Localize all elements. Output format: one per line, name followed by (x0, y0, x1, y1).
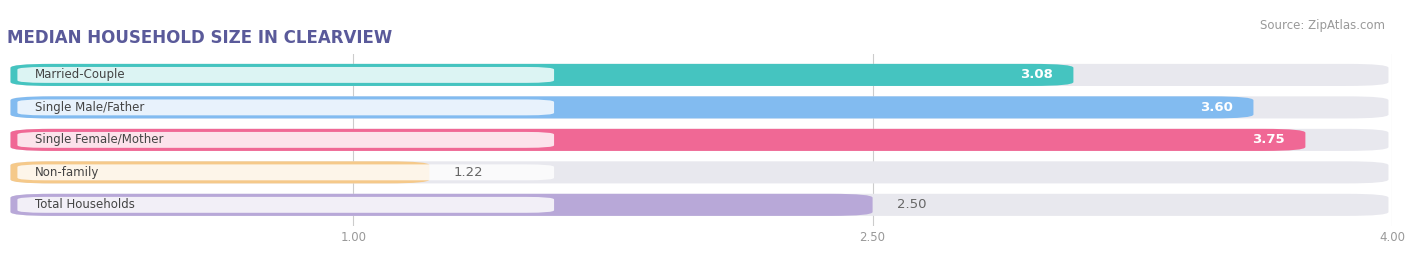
FancyBboxPatch shape (10, 64, 1389, 86)
FancyBboxPatch shape (10, 96, 1254, 118)
Text: Source: ZipAtlas.com: Source: ZipAtlas.com (1260, 19, 1385, 32)
FancyBboxPatch shape (10, 161, 429, 183)
Text: Total Households: Total Households (35, 198, 135, 211)
Text: 3.60: 3.60 (1199, 101, 1233, 114)
Text: Single Female/Mother: Single Female/Mother (35, 133, 163, 146)
FancyBboxPatch shape (17, 132, 554, 148)
FancyBboxPatch shape (17, 67, 554, 83)
FancyBboxPatch shape (10, 96, 1389, 118)
Text: Non-family: Non-family (35, 166, 98, 179)
Text: Married-Couple: Married-Couple (35, 68, 125, 82)
FancyBboxPatch shape (10, 161, 1389, 183)
FancyBboxPatch shape (10, 129, 1305, 151)
FancyBboxPatch shape (17, 164, 554, 180)
Text: MEDIAN HOUSEHOLD SIZE IN CLEARVIEW: MEDIAN HOUSEHOLD SIZE IN CLEARVIEW (7, 29, 392, 47)
Text: Single Male/Father: Single Male/Father (35, 101, 143, 114)
FancyBboxPatch shape (17, 100, 554, 115)
FancyBboxPatch shape (10, 129, 1389, 151)
FancyBboxPatch shape (10, 194, 873, 216)
Text: 2.50: 2.50 (897, 198, 927, 211)
FancyBboxPatch shape (17, 197, 554, 213)
Text: 3.75: 3.75 (1251, 133, 1285, 146)
Text: 1.22: 1.22 (454, 166, 484, 179)
FancyBboxPatch shape (10, 194, 1389, 216)
FancyBboxPatch shape (10, 64, 1073, 86)
Text: 3.08: 3.08 (1019, 68, 1053, 82)
